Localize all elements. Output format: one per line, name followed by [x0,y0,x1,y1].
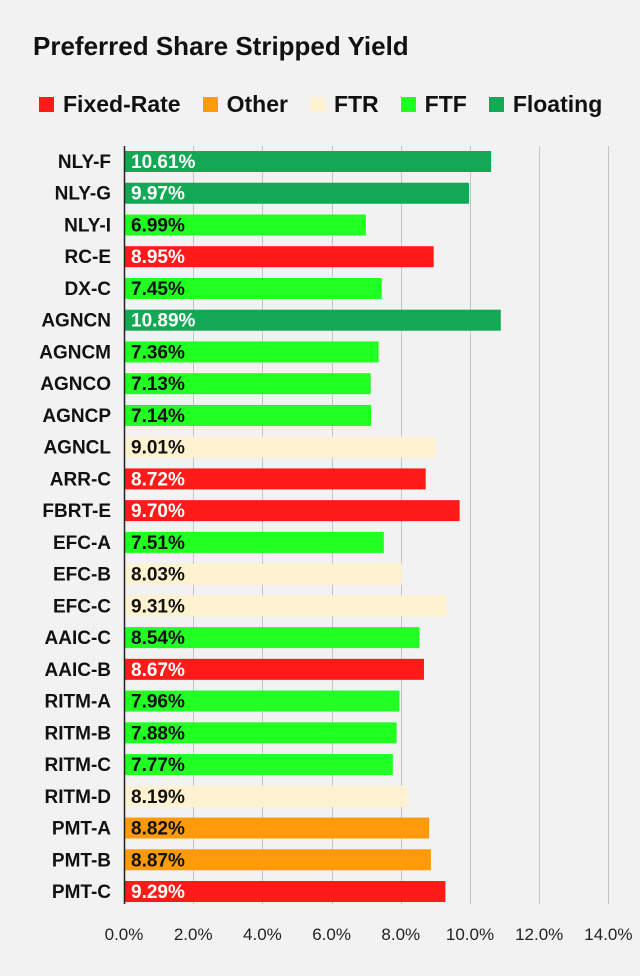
x-tick-label-5: 10.0% [446,925,494,944]
x-tick-label-0: 0.0% [105,925,144,944]
chart-title: Preferred Share Stripped Yield [33,31,409,61]
category-label-ritm-b: RITM-B [45,723,111,744]
legend-item-fixed-rate: Fixed-Rate [39,91,181,118]
data-label-fbrt-e: 9.70% [131,501,185,522]
category-label-fbrt-e: FBRT-E [42,501,111,522]
category-label-agncm: AGNCM [39,342,111,363]
bar-ritm-b [124,722,397,744]
category-label-agncn: AGNCN [41,311,111,332]
legend-label-floating: Floating [512,90,603,117]
legend-label-ftr: FTR [333,90,379,117]
data-label-aaic-c: 8.54% [131,628,185,649]
data-label-agncm: 7.36% [131,342,185,363]
legend-item-ftr: FTR [309,90,379,118]
x-tick-label-6: 12.0% [515,925,563,944]
bar-pmt-c [124,881,446,903]
category-label-nly-g: NLY-G [55,184,111,205]
category-label-agncp: AGNCP [42,406,111,427]
bar-agncn [124,309,501,331]
data-label-efc-b: 8.03% [131,565,185,586]
category-label-pmt-a: PMT-A [52,819,111,840]
legend-item-other: Other [202,90,288,118]
data-label-dx-c: 7.45% [131,279,185,300]
bar-pmt-b [124,849,431,871]
bar-rc-e [124,246,434,268]
bar-ritm-c [124,754,393,776]
data-label-ritm-d: 8.19% [131,787,185,808]
legend-label-other: Other [226,90,288,117]
data-label-ritm-a: 7.96% [131,692,185,713]
category-label-arr-c: ARR-C [50,469,111,490]
data-label-nly-g: 9.97% [131,184,185,205]
data-label-efc-a: 7.51% [131,533,185,554]
data-label-ritm-b: 7.88% [131,723,185,744]
legend-item-floating: Floating [488,90,603,118]
legend-swatch-floating [488,96,504,112]
bar-efc-c [124,595,447,617]
bar-aaic-b [124,658,424,680]
category-label-nly-f: NLY-F [58,152,111,173]
category-label-aaic-c: AAIC-C [45,628,112,649]
category-label-agncl: AGNCL [43,438,111,459]
x-tick-label-3: 6.0% [312,925,351,944]
bar-agncl [124,436,436,458]
data-label-agncl: 9.01% [131,438,185,459]
data-label-agncp: 7.14% [131,406,185,427]
legend-swatch-other [202,96,218,112]
category-label-ritm-a: RITM-A [45,692,112,713]
bar-efc-b [124,563,402,585]
bar-nly-g [124,182,469,204]
data-label-efc-c: 9.31% [131,596,185,617]
legend-swatch-ftf [400,96,416,112]
category-label-efc-c: EFC-C [53,596,111,617]
bar-nly-f [124,151,492,172]
data-label-aaic-b: 8.67% [131,660,185,681]
category-label-rc-e: RC-E [65,247,111,268]
category-label-efc-a: EFC-A [53,533,111,554]
bar-pmt-a [124,817,430,839]
chart-legend: Fixed-Rate Other FTR FTF Floating [39,88,624,120]
bar-agncm [124,341,379,363]
data-label-pmt-c: 9.29% [131,882,185,903]
category-label-ritm-c: RITM-C [45,755,112,776]
category-label-ritm-d: RITM-D [45,787,111,808]
data-label-agnco: 7.13% [131,374,185,395]
bar-fbrt-e [124,500,460,522]
legend-swatch-ftr [309,96,325,112]
legend-swatch-fixed-rate [39,96,54,112]
bar-aaic-c [124,627,420,649]
legend-item-ftf: FTF [400,90,467,118]
legend-label-fixed-rate: Fixed-Rate [63,90,181,117]
category-label-agnco: AGNCO [40,374,111,395]
data-label-nly-i: 6.99% [131,215,185,236]
data-label-agncn: 10.89% [131,311,196,332]
data-label-pmt-a: 8.82% [131,819,185,840]
data-label-pmt-b: 8.87% [131,850,185,871]
category-label-pmt-b: PMT-B [52,850,111,871]
category-label-nly-i: NLY-I [64,215,111,236]
category-label-dx-c: DX-C [65,279,112,300]
bar-agncp [124,404,372,426]
legend-label-ftf: FTF [424,90,467,117]
x-tick-label-7: 14.0% [584,925,632,944]
data-label-ritm-c: 7.77% [131,755,185,776]
x-tick-label-4: 8.0% [381,925,420,944]
x-tick-label-2: 4.0% [243,925,282,944]
bar-ritm-d [124,785,408,807]
x-tick-label-1: 2.0% [174,925,213,944]
category-label-aaic-b: AAIC-B [45,660,112,681]
bar-agnco [124,373,371,395]
bar-efc-a [124,531,384,553]
data-label-arr-c: 8.72% [131,469,185,490]
category-label-pmt-c: PMT-C [52,882,111,903]
category-label-efc-b: EFC-B [53,565,111,586]
bar-arr-c [124,468,426,490]
bar-ritm-a [124,690,400,712]
data-label-nly-f: 10.61% [131,152,196,173]
bar-nly-i [124,214,366,236]
bar-dx-c [124,277,382,299]
data-label-rc-e: 8.95% [131,247,185,268]
